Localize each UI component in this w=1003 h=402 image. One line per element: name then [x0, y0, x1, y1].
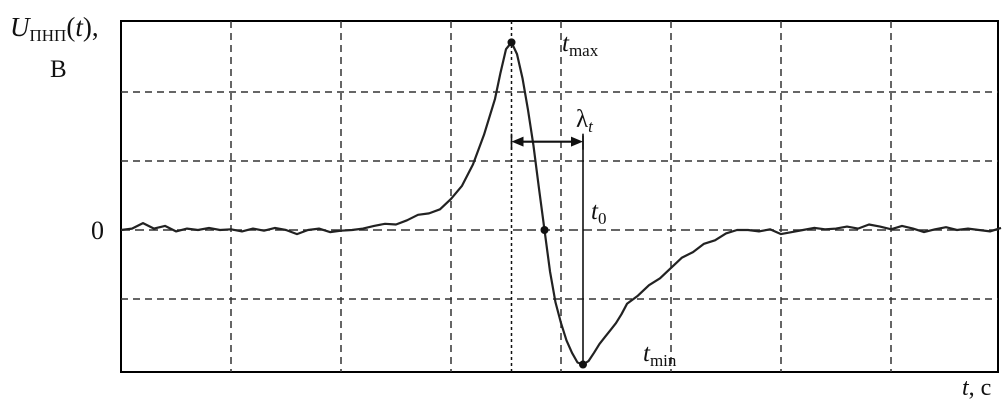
- lambda-arrowhead-right: [571, 136, 583, 147]
- plot-frame: [120, 20, 999, 373]
- grid-layer: [121, 21, 998, 372]
- annotation-t-min: tmin: [643, 340, 677, 370]
- series-layer: [120, 41, 1002, 366]
- point-tmax: [507, 38, 516, 47]
- y-axis-label: UПНП(t),: [10, 12, 99, 45]
- annotation-t-zero: t0: [591, 198, 607, 228]
- marker-layer: [507, 21, 587, 372]
- point-t0: [540, 226, 549, 234]
- annotation-t-max: tmax: [562, 30, 599, 60]
- point-tmin: [579, 360, 587, 369]
- x-axis-label: t, с: [962, 375, 992, 401]
- y-axis-unit: В: [50, 56, 67, 83]
- y-tick-label-zero: 0: [91, 216, 104, 245]
- series-line: [120, 41, 1002, 366]
- lambda-arrowhead-left: [511, 136, 524, 147]
- annotation-lambda-t: λt: [576, 106, 593, 136]
